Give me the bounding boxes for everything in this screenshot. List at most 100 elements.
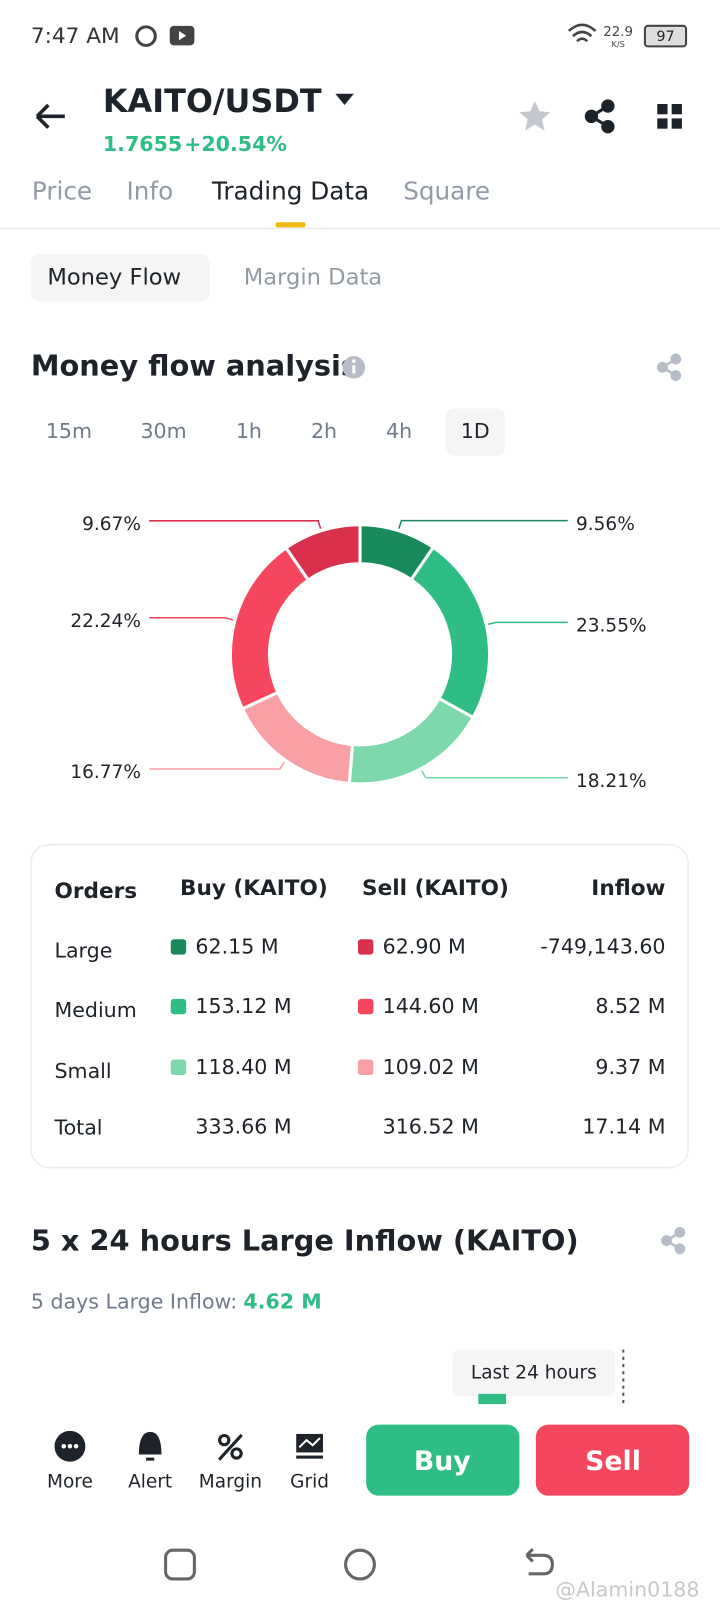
sell-dot <box>357 998 374 1015</box>
leader-line <box>421 770 568 779</box>
tooltip-text: Last 24 hours <box>471 1362 597 1383</box>
order-size: Small <box>55 1059 112 1083</box>
action-label[interactable]: Margin <box>199 1471 262 1492</box>
tab[interactable]: Info <box>127 176 174 205</box>
action-icon <box>218 1433 231 1447</box>
info-icon-mark <box>352 365 356 374</box>
table-header: Sell (KAITO) <box>362 876 509 901</box>
interval[interactable]: 1h <box>236 419 262 443</box>
buy-dot <box>170 1059 187 1075</box>
nav-home[interactable] <box>344 1548 376 1581</box>
large-inflow-summary: 5 days Large Inflow: 4.62 M <box>31 1289 322 1313</box>
table-header: Inflow <box>591 876 665 901</box>
action-icon[interactable] <box>217 1433 243 1461</box>
action-icon <box>230 1447 243 1460</box>
leader-line <box>488 621 568 625</box>
tab[interactable]: Price <box>32 176 92 205</box>
interval[interactable]: 4h <box>386 419 412 443</box>
table-header: Buy (KAITO) <box>180 876 328 901</box>
sell-label[interactable]: Sell <box>585 1446 641 1477</box>
sell-value: 62.90 M <box>383 934 466 958</box>
nav-back[interactable] <box>525 1548 554 1576</box>
price-change: +20.54% <box>184 132 287 156</box>
leader-line <box>149 761 286 770</box>
action-icon[interactable] <box>138 1431 162 1461</box>
order-size: Total <box>54 1115 103 1139</box>
section-title: 5 x 24 hours Large Inflow (KAITO) <box>31 1224 579 1258</box>
buy-value: 153.12 M <box>195 994 291 1018</box>
section-share[interactable] <box>657 353 682 381</box>
buy-value: 118.40 M <box>195 1055 291 1079</box>
pair-dropdown[interactable] <box>335 93 354 106</box>
status-speed-unit: K/S <box>611 39 624 49</box>
sell-button[interactable] <box>535 1424 690 1496</box>
buy-dot <box>170 939 187 955</box>
grid-button[interactable] <box>657 104 682 129</box>
table-header: Orders <box>55 879 138 904</box>
inflow-value: 9.37 M <box>595 1055 665 1079</box>
status-icon <box>178 30 187 41</box>
action-label[interactable]: Grid <box>290 1471 329 1492</box>
info-icon-mark <box>351 359 356 363</box>
status-speed: 22.9 <box>603 25 633 40</box>
interval[interactable]: 1D <box>461 419 490 443</box>
leader-line <box>398 519 568 529</box>
action-icon-mark <box>298 1437 321 1449</box>
tab[interactable]: Trading Data <box>211 176 369 205</box>
price: 1.7655 <box>103 132 182 156</box>
interval[interactable]: 2h <box>311 419 337 443</box>
slice-label: 22.24% <box>70 611 141 632</box>
buy-dot <box>170 998 187 1015</box>
tab[interactable]: Square <box>403 176 490 205</box>
section-share[interactable] <box>661 1226 686 1255</box>
battery <box>643 24 688 48</box>
sell-dot <box>357 939 374 955</box>
buy-value: 62.15 M <box>195 934 278 958</box>
action-label[interactable]: Alert <box>128 1471 172 1492</box>
inflow-value: -749,143.60 <box>540 934 665 958</box>
large-inflow-label: 5 days Large Inflow: <box>31 1289 237 1313</box>
subtab[interactable]: Money Flow <box>47 264 181 290</box>
wifi-icon <box>567 23 597 43</box>
sell-value: 144.60 M <box>383 994 479 1018</box>
leader-line <box>149 520 322 529</box>
status-time: 7:47 AM <box>31 24 120 49</box>
pair-title[interactable]: KAITO/USDT <box>103 82 322 120</box>
buy-label[interactable]: Buy <box>414 1446 471 1477</box>
leader-line <box>149 616 234 621</box>
action-icon-dot <box>61 1444 67 1449</box>
donut-slice <box>283 523 362 583</box>
favorite-button[interactable] <box>519 100 551 131</box>
action-label[interactable]: More <box>47 1471 93 1492</box>
slice-label: 23.55% <box>576 615 647 636</box>
action-icon <box>296 1455 323 1459</box>
inflow-value: 17.14 M <box>582 1114 665 1138</box>
inflow-value: 8.52 M <box>595 994 665 1018</box>
share-button[interactable] <box>584 99 615 134</box>
section-title: Money flow analysis <box>31 348 358 382</box>
sell-dot <box>357 1059 374 1075</box>
action-icon-dot <box>67 1444 73 1449</box>
slice-label: 9.67% <box>82 514 141 535</box>
slice-label: 9.56% <box>576 514 635 535</box>
subtab[interactable]: Margin Data <box>244 264 382 290</box>
nav-recents[interactable] <box>164 1548 196 1581</box>
interval-active <box>445 408 506 456</box>
subtab-active <box>30 254 210 302</box>
battery-level: 97 <box>656 29 674 45</box>
order-size: Medium <box>55 998 137 1022</box>
chart-bar-fragment <box>478 1393 507 1405</box>
interval[interactable]: 15m <box>46 419 92 443</box>
interval[interactable]: 30m <box>140 419 186 443</box>
sell-value: 316.52 M <box>383 1114 479 1138</box>
back-button[interactable] <box>35 103 65 129</box>
slice-label: 16.77% <box>70 762 141 783</box>
slice-label: 18.21% <box>576 771 647 792</box>
order-size: Large <box>55 939 113 963</box>
large-inflow-value: 4.62 M <box>243 1289 321 1313</box>
status-icon <box>135 25 157 47</box>
watermark: @Alamin0188 <box>555 1577 699 1601</box>
buy-button[interactable] <box>366 1424 520 1496</box>
action-icon-dot <box>73 1444 79 1449</box>
